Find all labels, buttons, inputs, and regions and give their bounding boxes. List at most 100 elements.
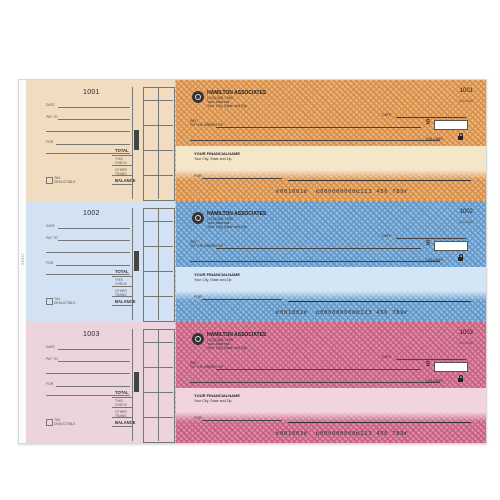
bank-band bbox=[176, 388, 486, 422]
check-number: 1002 bbox=[459, 209, 473, 215]
check-body[interactable]: HAMILTON ASSOCIATES (123) 456-7890 Your … bbox=[176, 80, 486, 201]
company-line: (123) 456-7890 bbox=[207, 96, 233, 100]
date-label: DATE bbox=[382, 234, 392, 238]
dollars-label: DOLLARS bbox=[426, 379, 443, 383]
stub-line bbox=[46, 373, 130, 374]
bank-city: Your City, State and Zip bbox=[194, 399, 232, 403]
company-name: HAMILTON ASSOCIATES bbox=[207, 211, 267, 217]
stub-line bbox=[112, 407, 132, 408]
date-line[interactable] bbox=[396, 238, 466, 239]
check-row-3[interactable]: 1003 DATE PAY TO FOR TOTAL THIS CHECK OT… bbox=[26, 322, 486, 443]
stub-for-line bbox=[56, 386, 130, 387]
amount-words-line[interactable] bbox=[190, 261, 440, 262]
stub-ledger-border bbox=[132, 87, 133, 199]
company-line: (123) 456-7890 bbox=[207, 338, 233, 342]
routing-fraction: 000-00000 bbox=[458, 341, 473, 345]
check-number: 1003 bbox=[459, 330, 473, 336]
to-order-label: TO THE ORDER OF bbox=[190, 365, 224, 369]
check-body[interactable]: HAMILTON ASSOCIATES (123) 456-7890 Your … bbox=[176, 322, 486, 443]
stub-balance-label: BALANCE bbox=[115, 299, 136, 304]
stub-other-label: OTHER TRANS bbox=[115, 168, 127, 176]
stub-ledger-border bbox=[132, 208, 133, 320]
stub-check-number: 1001 bbox=[83, 89, 100, 96]
stub-date-label: DATE bbox=[46, 345, 55, 349]
signature-line[interactable] bbox=[288, 180, 471, 181]
check-row-2[interactable]: 1002 DATE PAY TO FOR TOTAL THIS CHECK OT… bbox=[26, 201, 486, 322]
stub-thischeck-label: THIS CHECK bbox=[115, 399, 127, 407]
stub-line bbox=[112, 276, 132, 277]
stub-check-number: 1002 bbox=[83, 210, 100, 217]
memo-line[interactable] bbox=[202, 178, 282, 179]
amount-box[interactable] bbox=[434, 241, 468, 251]
stub-line bbox=[46, 252, 130, 253]
company-logo-icon bbox=[192, 212, 204, 224]
stub-line bbox=[112, 305, 132, 306]
check-stub: 1002 DATE PAY TO FOR TOTAL THIS CHECK OT… bbox=[26, 201, 176, 322]
dollar-sign: $ bbox=[426, 119, 430, 126]
stub-line bbox=[112, 175, 132, 176]
deductible-checkbox[interactable] bbox=[46, 419, 53, 426]
stub-line bbox=[46, 395, 130, 396]
micr-line: ⑈001002⑈ ⑆000000000⑆123 456 789⑈ bbox=[276, 310, 409, 316]
stub-date-line bbox=[58, 107, 130, 108]
stub-total-label: TOTAL bbox=[115, 148, 129, 153]
date-line[interactable] bbox=[396, 359, 466, 360]
stub-date-label: DATE bbox=[46, 224, 55, 228]
amount-box[interactable] bbox=[434, 120, 468, 130]
stub-line bbox=[112, 184, 132, 185]
padlock-icon bbox=[458, 133, 463, 140]
stub-line bbox=[46, 131, 130, 132]
for-label: FOR bbox=[194, 174, 202, 178]
company-line: Your City, State and Zip bbox=[207, 346, 247, 350]
signature-line[interactable] bbox=[288, 422, 471, 423]
stub-line bbox=[112, 286, 132, 287]
payee-line[interactable] bbox=[216, 369, 421, 370]
routing-fraction: 000-00000 bbox=[458, 99, 473, 103]
stub-for-label: FOR bbox=[46, 382, 54, 386]
for-label: FOR bbox=[194, 295, 202, 299]
stub-line bbox=[112, 417, 132, 418]
check-stub: 1001 DATE PAY TO FOR TOTAL THIS CHECK OT… bbox=[26, 80, 176, 201]
stub-payto-line bbox=[58, 119, 130, 120]
stub-date-line bbox=[58, 228, 130, 229]
stub-line bbox=[112, 296, 132, 297]
deductible-checkbox[interactable] bbox=[46, 177, 53, 184]
date-label: DATE bbox=[382, 113, 392, 117]
stub-ledger-box bbox=[143, 87, 175, 201]
stub-tab-marker bbox=[134, 372, 139, 392]
payee-line[interactable] bbox=[216, 127, 421, 128]
signature-line[interactable] bbox=[288, 301, 471, 302]
stub-ledger-box bbox=[143, 208, 175, 322]
company-line: Your City, State and Zip bbox=[207, 225, 247, 229]
stub-tab-marker bbox=[134, 130, 139, 150]
amount-words-line[interactable] bbox=[190, 140, 440, 141]
date-label: DATE bbox=[382, 355, 392, 359]
stub-deductible-label: TAX DEDUCTIBLE bbox=[54, 418, 76, 426]
stub-thischeck-label: THIS CHECK bbox=[115, 157, 127, 165]
check-stub: 1003 DATE PAY TO FOR TOTAL THIS CHECK OT… bbox=[26, 322, 176, 443]
stub-date-label: DATE bbox=[46, 103, 55, 107]
padlock-icon bbox=[458, 375, 463, 382]
stub-payto-line bbox=[58, 240, 130, 241]
memo-line[interactable] bbox=[202, 299, 282, 300]
stub-balance-label: BALANCE bbox=[115, 178, 136, 183]
amount-words-line[interactable] bbox=[190, 382, 440, 383]
stub-line bbox=[112, 165, 132, 166]
stub-for-line bbox=[56, 265, 130, 266]
company-name: HAMILTON ASSOCIATES bbox=[207, 90, 267, 96]
stub-line bbox=[112, 426, 132, 427]
pay-label: PAY bbox=[190, 361, 197, 365]
margin-code: 24H57 bbox=[20, 253, 25, 265]
company-name: HAMILTON ASSOCIATES bbox=[207, 332, 267, 338]
check-body[interactable]: HAMILTON ASSOCIATES (123) 456-7890 Your … bbox=[176, 201, 486, 322]
date-line[interactable] bbox=[396, 117, 466, 118]
stub-ledger-divider bbox=[158, 329, 159, 441]
payee-line[interactable] bbox=[216, 248, 421, 249]
memo-line[interactable] bbox=[202, 420, 282, 421]
stub-total-label: TOTAL bbox=[115, 390, 129, 395]
deductible-checkbox[interactable] bbox=[46, 298, 53, 305]
check-row-1[interactable]: 1001 DATE PAY TO FOR TOTAL THIS CHECK OT… bbox=[26, 80, 486, 201]
bank-band bbox=[176, 146, 486, 180]
amount-box[interactable] bbox=[434, 362, 468, 372]
stub-for-label: FOR bbox=[46, 261, 54, 265]
